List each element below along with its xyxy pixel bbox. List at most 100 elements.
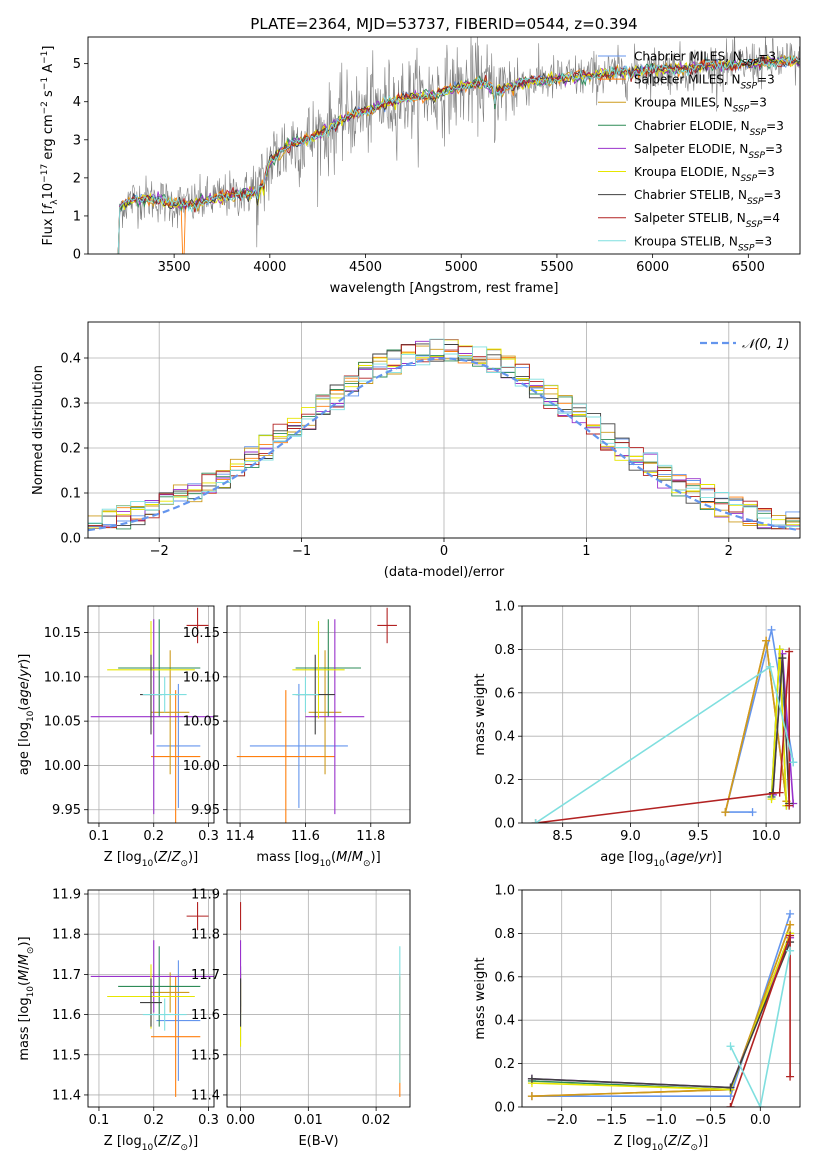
y-tick-label: 0.3 xyxy=(60,397,81,412)
series-marker xyxy=(789,758,798,767)
errorbar-kroupa-miles xyxy=(151,650,190,775)
legend-entry: Chabrier MILES, NSSP=3 xyxy=(634,50,776,69)
axes-mass_weight_vs_age: 8.5 9.0 9.5 10.0 0.0 0.2 0.4 0.6 0.8 1.0 age [log1… xyxy=(473,600,801,869)
y-tick-label: 9.95 xyxy=(191,803,220,818)
x-axis-label: Z [log10(Z/Z⊙)] xyxy=(614,1134,708,1153)
series-marker xyxy=(726,1103,735,1107)
axes-mass_vs_Z: 0.1 0.2 0.3 11.4 11.5 11.6 11.7 11.8 11.9 Z [log1… xyxy=(17,888,219,1153)
series-marker xyxy=(785,801,794,810)
y-tick-label: 11.6 xyxy=(52,1008,81,1023)
figure-title: PLATE=2364, MJD=53737, FIBERID=0544, z=0… xyxy=(250,15,637,33)
y-axis-label: mass weight xyxy=(473,673,488,755)
y-tick-label: 11.8 xyxy=(191,928,220,943)
y-tick-label: 2 xyxy=(73,171,81,186)
x-tick-label: 3500 xyxy=(158,260,191,275)
series-kroupa-stelib xyxy=(726,946,795,1107)
legend-entry: Salpeter ELODIE, NSSP=3 xyxy=(634,142,783,161)
x-tick-label: 0.0 xyxy=(750,1113,771,1128)
x-tick-label: 11.8 xyxy=(356,829,385,844)
errorbar-kroupa-miles xyxy=(151,972,190,1013)
axes-frame xyxy=(87,605,215,824)
panel-age_vs_Z: 0.1 0.2 0.3 9.95 10.00 10.05 10.10 10.15 Z [log1… xyxy=(17,605,219,869)
errorbar-chabrier-miles xyxy=(156,683,201,808)
errorbar-salpeter-elodie xyxy=(305,619,365,815)
y-axis-label: mass [log10(M/M⊙)] xyxy=(17,936,36,1060)
panel-mass_vs_Z: 0.1 0.2 0.3 11.4 11.5 11.6 11.7 11.8 11.9 Z [log1… xyxy=(17,888,219,1153)
legend-entry: Kroupa MILES, NSSP=3 xyxy=(634,96,767,115)
y-tick-label: 11.7 xyxy=(191,968,220,983)
y-tick-label: 0.0 xyxy=(60,532,81,547)
grid-mass_vs_ebv xyxy=(227,890,410,1107)
series-kroupa-stelib xyxy=(531,662,798,823)
y-tick-label: 5 xyxy=(73,57,81,72)
series-marker xyxy=(775,645,784,654)
axes-age_vs_mass: 11.4 11.6 11.8 9.95 10.00 10.05 10.10 10.15 mass… xyxy=(183,605,411,869)
y-tick-label: 0.2 xyxy=(60,442,81,457)
x-axis-label: E(B-V) xyxy=(298,1134,338,1149)
x-tick-label: 0.1 xyxy=(89,829,110,844)
y-tick-label: 0.4 xyxy=(60,352,81,367)
x-tick-label: −2 xyxy=(150,544,169,559)
y-tick-label: 11.4 xyxy=(52,1088,81,1103)
x-axis-label: Z [log10(Z/Z⊙)] xyxy=(104,850,198,869)
spectrum-legend: Chabrier MILES, NSSP=3 Salpeter MILES, NS… xyxy=(598,50,784,253)
errorbar-chabrier-elodie xyxy=(295,619,361,717)
errorbar-salpeter-stelib xyxy=(186,902,209,931)
series-line xyxy=(535,651,791,823)
x-tick-label: 4000 xyxy=(253,260,286,275)
axes-frame xyxy=(226,889,411,1108)
errorbar-salpeter-miles xyxy=(236,690,335,823)
panel-age_vs_mass: 11.4 11.6 11.8 9.95 10.00 10.05 10.10 10.15 mass… xyxy=(183,605,411,869)
legend-entry: Salpeter MILES, NSSP=3 xyxy=(634,73,775,92)
axes-mass_vs_ebv: 0.00 0.01 0.02 11.4 11.5 11.6 11.7 11.8 11.9 E(B-… xyxy=(191,888,411,1149)
x-tick-label: 0.01 xyxy=(294,1113,323,1128)
y-axis-label: Flux [fλ10−17 erg cm−2 s−1 A−1] xyxy=(40,46,60,246)
errorbar-chabrier-elodie xyxy=(118,619,201,717)
series-marker xyxy=(767,625,776,634)
y-tick-label: 0.2 xyxy=(494,1057,515,1072)
x-axis-label: (data-model)/error xyxy=(384,565,505,580)
errorbar-kroupa-elodie xyxy=(292,621,345,719)
errorbar-chabrier-elodie xyxy=(118,946,201,1027)
errorbar-salpeter-elodie xyxy=(90,940,214,1013)
y-tick-label: 9.95 xyxy=(52,803,81,818)
x-axis-label: mass [log10(M/M⊙)] xyxy=(256,850,380,869)
legend-entry: 𝒩(0, 1) xyxy=(742,337,789,352)
series-marker xyxy=(786,1072,795,1081)
y-tick-label: 10.05 xyxy=(183,715,220,730)
normal-distribution-curve xyxy=(88,357,800,532)
y-tick-label: 11.8 xyxy=(52,928,81,943)
y-tick-label: 0.0 xyxy=(494,817,515,832)
axes-frame xyxy=(226,605,411,824)
panel-mass_weight_vs_Z: −2.0 −1.5 −1.0 −0.5 0.0 0.0 0.2 0.4 0.6 0.8 1.0 Z [… xyxy=(473,884,801,1153)
y-tick-label: 0.0 xyxy=(494,1101,515,1116)
series-marker xyxy=(527,1074,536,1083)
y-tick-label: 0 xyxy=(73,248,81,263)
errorbar-salpeter-stelib xyxy=(377,607,397,644)
x-tick-label: 6000 xyxy=(636,260,669,275)
plot-area-mass_weight_vs_age xyxy=(531,625,798,823)
y-tick-label: 11.7 xyxy=(52,968,81,983)
plot-area-age_vs_mass xyxy=(236,607,397,823)
axes-frame xyxy=(87,36,801,255)
x-tick-label: −1 xyxy=(292,544,311,559)
x-tick-label: 0.02 xyxy=(362,1113,391,1128)
axes-frame xyxy=(521,605,801,824)
x-tick-label: 0.3 xyxy=(198,1113,219,1128)
series-salpeter-stelib xyxy=(726,931,795,1107)
x-tick-label: 0.1 xyxy=(89,1113,110,1128)
series-marker xyxy=(762,636,771,645)
x-tick-label: −0.5 xyxy=(695,1113,727,1128)
errorbar-chabrier-stelib xyxy=(140,978,162,1027)
plot-area-spectrum xyxy=(116,37,800,254)
errorbar-chabrier-miles xyxy=(249,683,348,808)
legend-entry: Kroupa STELIB, NSSP=3 xyxy=(634,234,772,253)
y-tick-label: 10.15 xyxy=(183,626,220,641)
x-tick-label: 5000 xyxy=(445,260,478,275)
y-axis-label: age [log10(age/yr)] xyxy=(17,654,36,776)
y-tick-label: 11.5 xyxy=(52,1048,81,1063)
model-spectrum-kroupa-stelib-n-ssp-3 xyxy=(116,55,800,254)
plot-area-mass_vs_Z xyxy=(90,902,214,1097)
y-tick-label: 10.10 xyxy=(183,670,220,685)
x-tick-label: 9.5 xyxy=(688,829,709,844)
